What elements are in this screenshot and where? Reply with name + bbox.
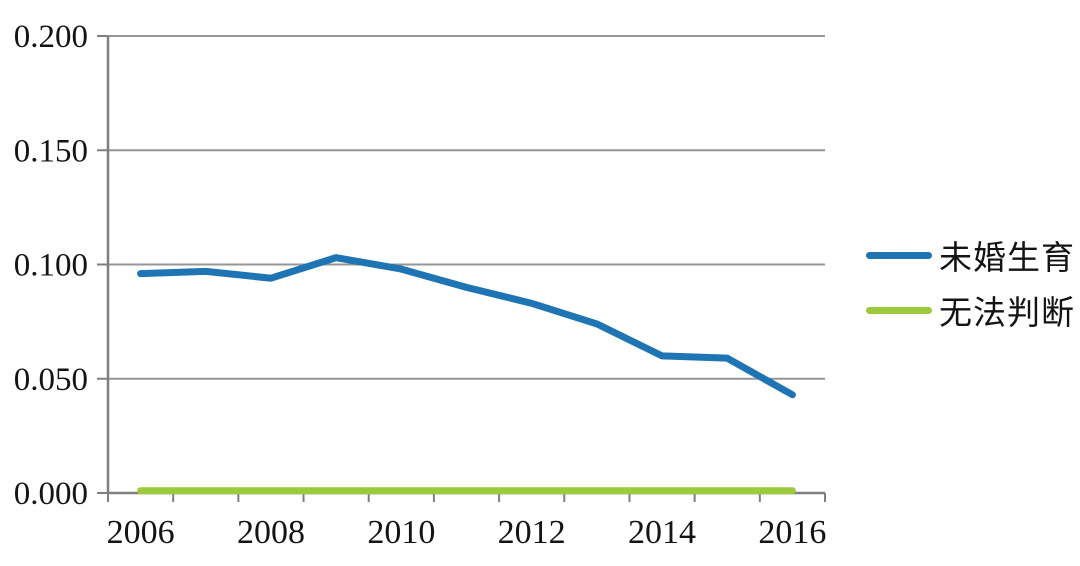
y-axis-label: 0.150 <box>14 133 88 169</box>
y-axis-label: 0.050 <box>14 362 88 398</box>
legend-item-unmarried-birth: 未婚生育 <box>866 234 1075 277</box>
legend-label-unmarried-birth: 未婚生育 <box>939 241 1075 277</box>
x-axis-label: 2010 <box>367 514 435 551</box>
legend-label-cannot-determine: 无法判断 <box>939 296 1075 332</box>
x-axis-label: 2012 <box>498 514 566 551</box>
chart-legend: 未婚生育 无法判断 <box>866 234 1075 332</box>
x-axis-label: 2006 <box>107 514 175 551</box>
y-axis-label: 0.000 <box>14 476 88 512</box>
legend-line-green-icon <box>866 306 932 314</box>
legend-item-cannot-determine: 无法判断 <box>866 289 1075 332</box>
x-axis-label: 2008 <box>237 514 305 551</box>
x-axis-label: 2014 <box>628 514 696 551</box>
y-axis-label: 0.200 <box>14 19 88 55</box>
series-line-未婚生育 <box>137 254 796 399</box>
x-axis-label: 2016 <box>758 514 826 551</box>
legend-line-blue-icon <box>866 251 932 259</box>
y-axis-label: 0.100 <box>14 248 88 284</box>
